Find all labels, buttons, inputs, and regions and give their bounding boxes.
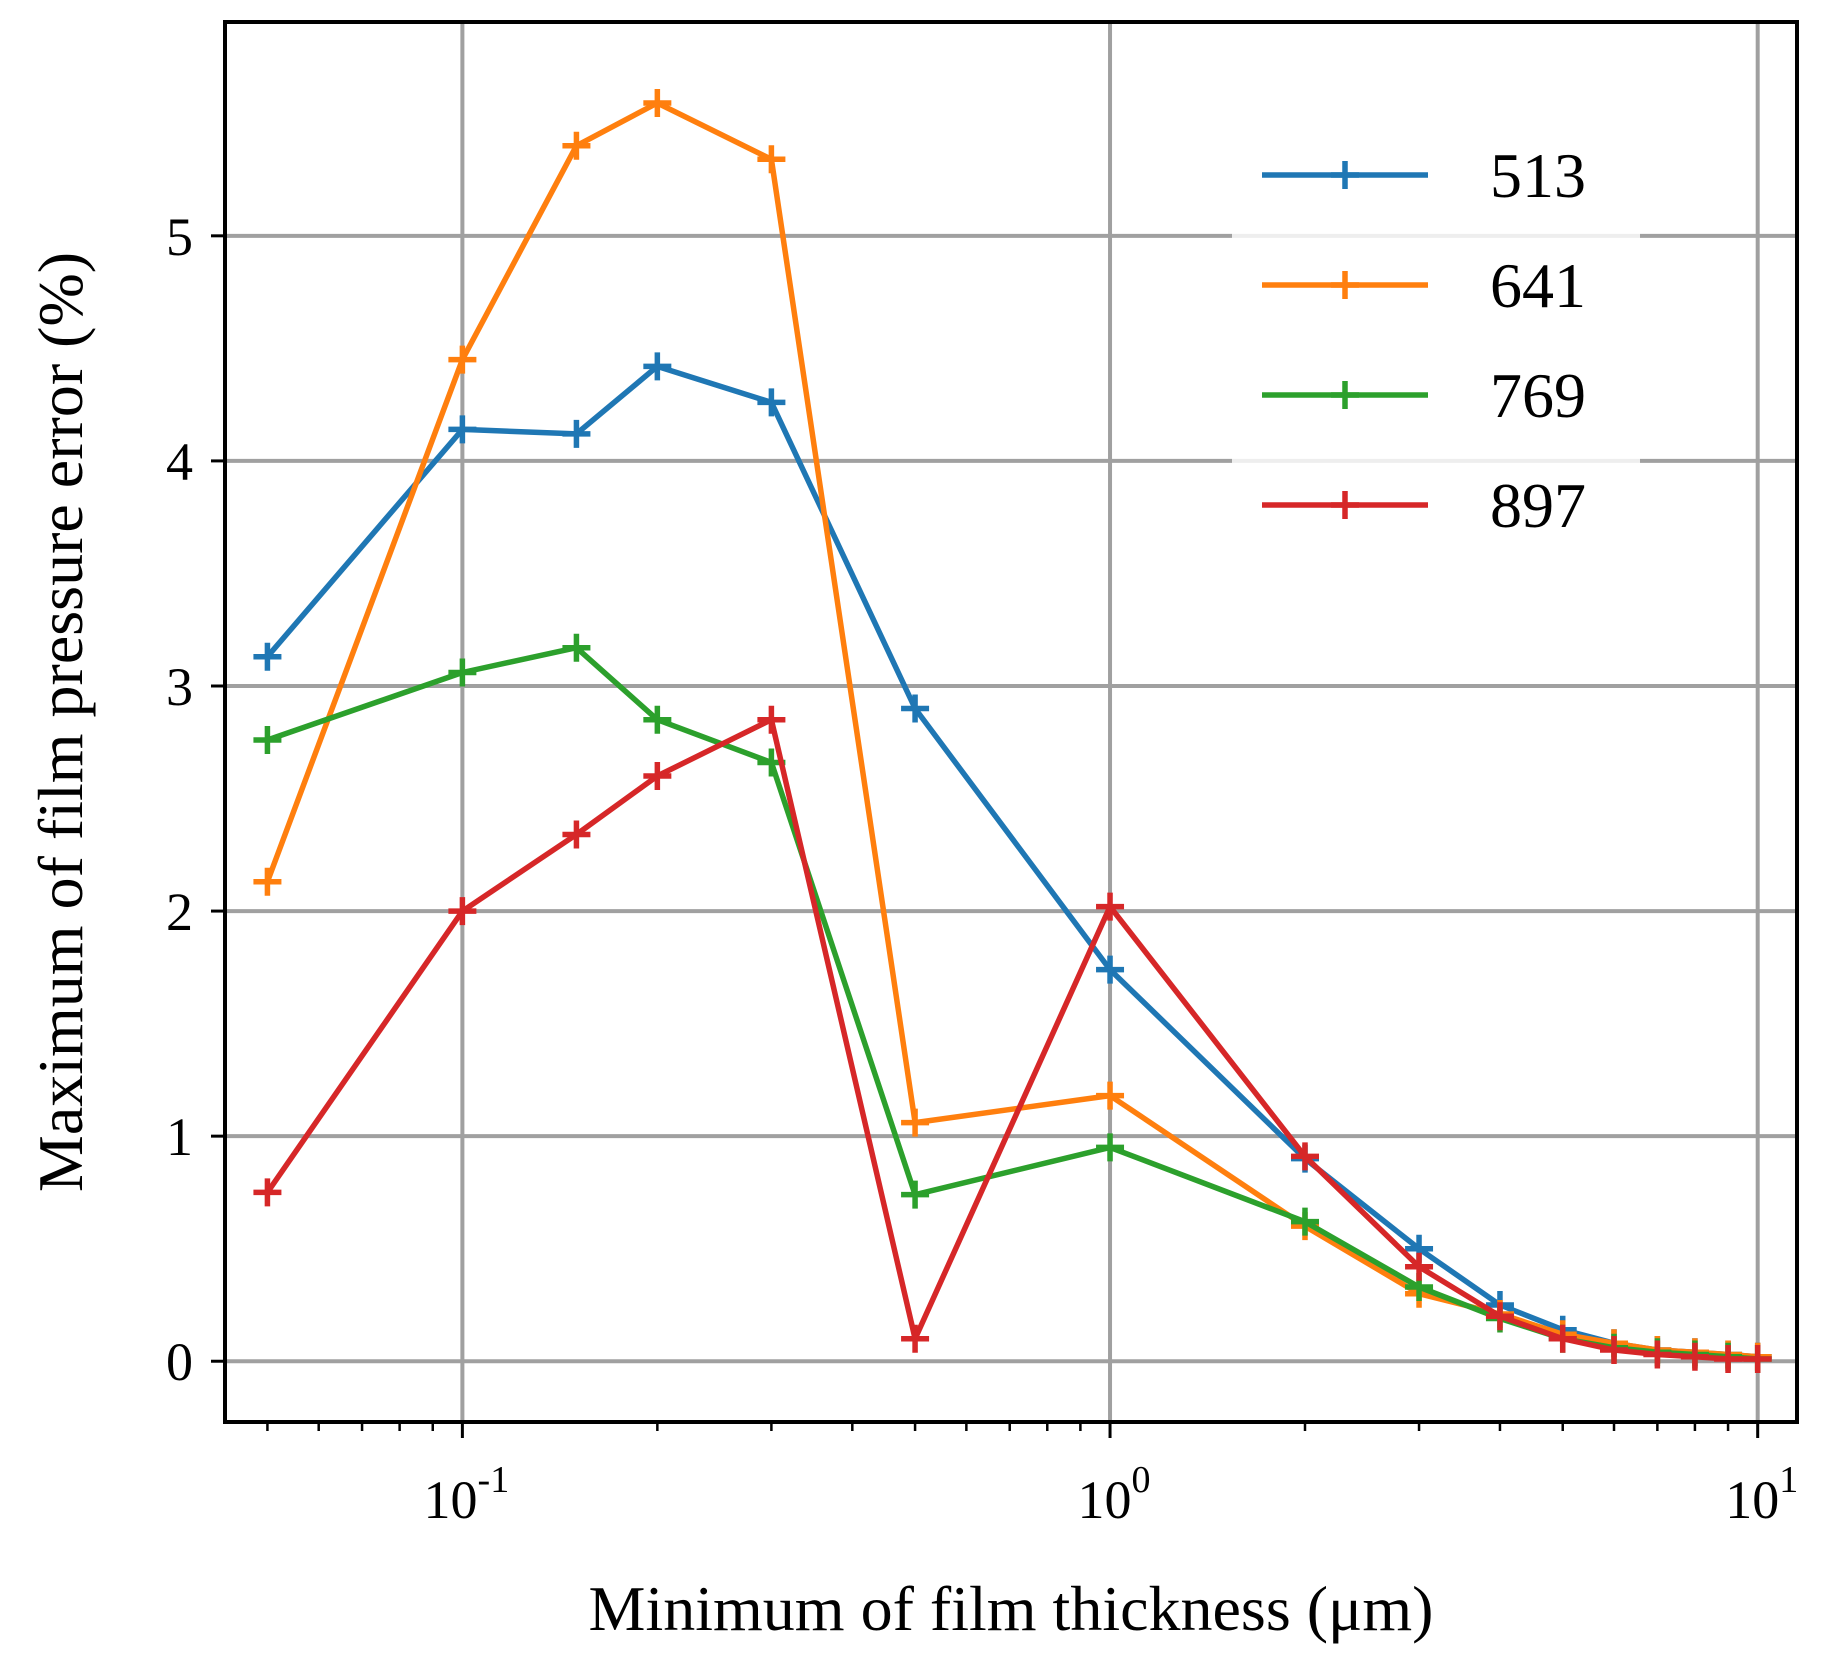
data-point [562,820,591,849]
legend-label: 641 [1490,250,1586,321]
data-point [1096,1081,1125,1110]
legend-entry: 897 [1262,470,1586,541]
series-lines [253,89,1772,1373]
data-point [901,694,930,723]
data-point [448,658,477,687]
x-tick-label: 10-1 [424,1459,510,1530]
data-point [643,762,672,791]
grid-lines [225,22,1797,1422]
data-point [253,726,282,755]
data-point [643,352,672,381]
data-point [901,1324,930,1353]
data-point [1096,1133,1125,1162]
legend-marker [1331,381,1359,409]
y-tick-label: 4 [166,432,193,492]
data-point [1405,1252,1434,1281]
y-axis-ticks: 0 1 2 3 4 5 [166,207,225,1392]
legend-entry: 769 [1262,360,1586,431]
series-line [266,644,1758,1362]
data-point [901,1180,930,1209]
data-point [901,1108,930,1137]
x-tick-label: 100 [1078,1459,1151,1530]
x-axis-ticks: 10-1 100 101 [266,1422,1798,1530]
legend-marker [1331,161,1359,189]
legend-entry: 641 [1262,250,1586,321]
data-point [643,705,672,734]
data-point [562,131,591,160]
y-tick-label: 2 [166,882,193,942]
x-axis-title: Minimum of film thickness (μm) [589,1573,1434,1644]
y-tick-label: 1 [166,1107,193,1167]
data-point [253,1178,282,1207]
y-tick-label: 3 [166,657,193,717]
data-point [1096,892,1125,921]
legend: 513 641 769 897 [1232,52,1640,552]
legend-label: 513 [1490,140,1586,211]
legend-box [1232,52,1640,552]
legend-marker [1331,491,1359,519]
legend-label: 897 [1490,470,1586,541]
data-point [448,897,477,926]
data-point [1714,1344,1743,1373]
series-line [265,716,1758,1362]
data-point [1291,1207,1319,1236]
data-point [1600,1335,1629,1364]
legend-marker [1331,271,1359,299]
data-point [448,345,477,374]
data-point [1291,1142,1319,1171]
data-point [1485,1302,1514,1331]
legend-label: 769 [1490,360,1586,431]
plot-frame [223,20,1799,1424]
data-point [1096,955,1125,984]
y-axis-title: Maximum of film pressure error (%) [25,252,96,1192]
data-point [1743,1344,1772,1373]
series-897 [253,705,1772,1373]
data-point [448,415,477,444]
data-point [757,145,786,174]
legend-entry: 513 [1262,140,1586,211]
y-tick-label: 5 [166,207,193,267]
data-point [1680,1342,1709,1371]
data-point [757,388,786,417]
data-point [562,419,591,448]
data-point [253,642,282,671]
y-tick-label: 0 [166,1332,193,1392]
data-point [562,633,591,662]
series-769 [253,633,1772,1373]
data-point [1643,1340,1672,1369]
data-point [643,89,672,118]
data-point [1548,1324,1577,1353]
data-point [757,705,786,734]
data-point [253,867,282,896]
x-tick-label: 101 [1725,1459,1798,1530]
